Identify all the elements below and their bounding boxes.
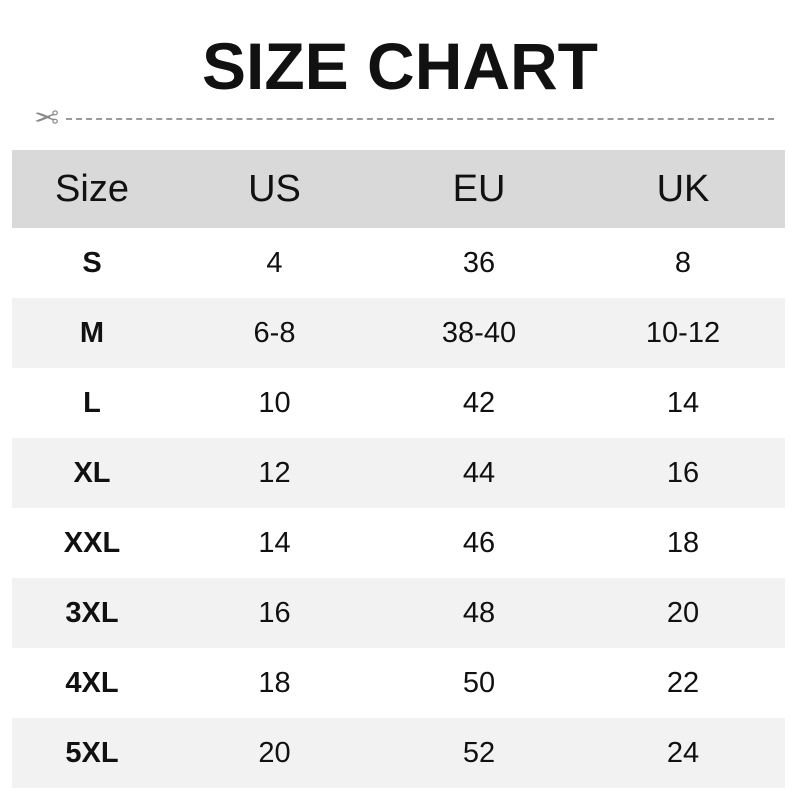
cell-us: 20	[172, 718, 377, 788]
cell-size: XXL	[63, 526, 121, 559]
table-row: 4XL 18 50 22	[12, 648, 785, 718]
scissors-icon: ✂	[34, 102, 60, 135]
cell-eu: 44	[377, 438, 581, 508]
table-row: M 6-8 38-40 10-12	[12, 298, 785, 368]
header-us: US	[172, 150, 377, 228]
cell-eu: 42	[462, 386, 496, 419]
header-eu: EU	[377, 150, 581, 228]
cell-eu: 50	[462, 666, 496, 699]
cell-us: 10	[258, 386, 291, 419]
table-row: S 4 36 8	[12, 228, 785, 298]
cell-us: 6-8	[172, 298, 377, 368]
cell-eu: 46	[462, 526, 496, 559]
cell-size: XL	[12, 438, 172, 508]
page-title: SIZE CHART	[202, 29, 598, 103]
cell-us: 16	[172, 578, 377, 648]
cell-us: 18	[258, 666, 291, 699]
cell-size: 5XL	[12, 718, 172, 788]
table-row: XXL 14 46 18	[12, 508, 785, 578]
table-row: L 10 42 14	[12, 368, 785, 438]
cut-line: ✂	[34, 102, 774, 135]
cell-eu: 38-40	[377, 298, 581, 368]
cell-eu: 52	[377, 718, 581, 788]
cell-size: L	[83, 386, 101, 419]
dashed-divider	[66, 118, 774, 120]
cell-us: 4	[266, 246, 283, 279]
cell-size: 3XL	[12, 578, 172, 648]
cell-uk: 20	[581, 578, 785, 648]
cell-uk: 16	[581, 438, 785, 508]
cell-us: 14	[258, 526, 291, 559]
cell-eu: 48	[377, 578, 581, 648]
table-row: 3XL 16 48 20	[12, 578, 785, 648]
cell-size: M	[12, 298, 172, 368]
cell-uk: 18	[666, 526, 700, 559]
table-row: 5XL 20 52 24	[12, 718, 785, 788]
header-uk: UK	[581, 150, 785, 228]
cell-eu: 36	[462, 246, 496, 279]
table-row: XL 12 44 16	[12, 438, 785, 508]
header-row: Size US EU UK	[12, 150, 785, 228]
cell-us: 12	[172, 438, 377, 508]
cell-uk: 22	[666, 666, 700, 699]
header-size: Size	[12, 150, 172, 228]
size-table: Size US EU UK S 4 36 8 M 6-8 38-40 10-12 L 10 42 14…	[12, 150, 785, 788]
cell-uk: 14	[666, 386, 700, 419]
cell-size: 4XL	[65, 666, 119, 699]
cell-size: S	[82, 246, 102, 279]
cell-uk: 8	[674, 246, 692, 279]
cell-uk: 24	[581, 718, 785, 788]
cell-uk: 10-12	[581, 298, 785, 368]
